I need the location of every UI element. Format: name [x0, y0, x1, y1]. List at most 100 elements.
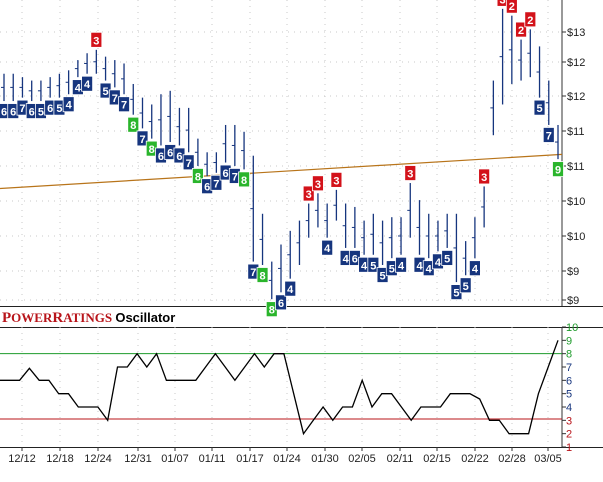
date-tick-label: 01/07: [161, 453, 189, 465]
rating-box: [505, 0, 518, 14]
power-ratings-logo: POWERRATINGS Oscillator: [2, 310, 176, 326]
rating-label: 4: [435, 257, 442, 269]
rating-box: [284, 280, 297, 297]
rating-box: [468, 260, 481, 277]
rating-label: 6: [204, 182, 210, 194]
rating-label: 3: [93, 35, 99, 47]
oscillator-tick-label: 2: [566, 429, 572, 441]
price-tick-label: $9: [567, 266, 579, 278]
rating-label: 6: [278, 298, 284, 310]
oscillator-tick-label: 7: [566, 362, 572, 374]
rating-label: 5: [453, 288, 459, 300]
rating-box: [81, 75, 93, 92]
price-tick-label: $11: [567, 161, 585, 173]
rating-label: 4: [426, 264, 433, 276]
rating-box: [395, 256, 407, 273]
rating-label: 5: [380, 271, 386, 283]
price-tick-label: $12: [567, 57, 585, 69]
rating-label: 7: [139, 134, 145, 146]
rating-box: [191, 168, 204, 184]
rating-box: [127, 116, 140, 133]
rating-box: [275, 294, 287, 311]
rating-box: [524, 11, 537, 28]
oscillator-line: [0, 340, 559, 436]
oscillator-tick-label: 1: [566, 442, 572, 454]
rating-label: 2: [509, 1, 515, 13]
rating-label: 4: [84, 79, 91, 91]
date-tick-label: 02/22: [461, 453, 489, 465]
rating-label: 5: [389, 264, 395, 276]
rating-label: 5: [463, 281, 469, 293]
rating-box: [256, 267, 269, 283]
rating-label: 4: [361, 260, 368, 272]
price-tick-label: $13: [567, 27, 585, 39]
oscillator-title: Oscillator: [115, 310, 176, 325]
date-tick-label: 01/30: [311, 453, 339, 465]
rating-label: 8: [130, 120, 136, 132]
rating-label: 4: [75, 83, 82, 95]
rating-label: 7: [186, 158, 192, 170]
rating-box: [552, 161, 564, 178]
oscillator-tick-label: 6: [566, 375, 572, 387]
rating-label: 4: [416, 260, 423, 272]
rating-box: [90, 31, 103, 48]
price-tick-label: $10: [567, 196, 585, 208]
rating-label: 3: [481, 172, 487, 184]
price-tick-label: $9: [567, 295, 579, 307]
price-tick-label: $12: [567, 91, 585, 103]
date-tick-label: 12/18: [46, 453, 74, 465]
rating-label: 8: [195, 171, 201, 183]
rating-box: [62, 96, 75, 113]
rating-box: [321, 239, 334, 256]
rating-label: 6: [176, 151, 182, 163]
rating-label: 9: [555, 165, 561, 177]
date-tick-label: 02/05: [348, 453, 376, 465]
rating-label: 6: [10, 107, 16, 119]
rating-label: 4: [324, 243, 331, 255]
rating-label: 3: [333, 175, 339, 187]
price-tick-label: $11: [567, 126, 585, 138]
rating-label: 5: [103, 86, 109, 98]
oscillator-tick-label: 3: [566, 415, 572, 427]
date-tick-label: 12/31: [124, 453, 152, 465]
rating-label: 4: [287, 284, 294, 296]
rating-label: 8: [241, 175, 247, 187]
rating-label: 4: [398, 260, 405, 272]
rating-label: 3: [306, 189, 312, 201]
rating-label: 8: [269, 305, 275, 317]
rating-label: 8: [259, 271, 265, 283]
rating-box: [136, 130, 149, 147]
rating-label: 6: [1, 107, 7, 119]
rating-label: 7: [250, 267, 256, 279]
date-tick-label: 02/28: [498, 453, 526, 465]
rating-box: [496, 0, 509, 7]
rating-label: 7: [19, 103, 25, 115]
rating-box: [478, 168, 491, 185]
rating-label: 4: [66, 100, 73, 112]
rating-label: 2: [527, 15, 533, 27]
oscillator-tick-label: 8: [566, 349, 572, 361]
rating-box: [367, 256, 380, 273]
rating-box: [404, 165, 417, 181]
rating-label: 5: [536, 103, 542, 115]
date-tick-label: 01/24: [273, 453, 301, 465]
oscillator-tick-label: 9: [566, 335, 572, 347]
oscillator-tick-label: 4: [566, 402, 572, 414]
rating-label: 5: [38, 107, 44, 119]
rating-label: 4: [343, 253, 350, 265]
rating-box: [533, 99, 546, 116]
rating-label: 6: [158, 151, 164, 163]
rating-label: 6: [223, 168, 229, 180]
rating-label: 5: [370, 260, 376, 272]
date-tick-label: 03/05: [534, 453, 562, 465]
rating-box: [182, 154, 195, 171]
rating-box: [238, 171, 250, 188]
rating-label: 4: [472, 264, 479, 276]
rating-label: 6: [47, 103, 53, 115]
rating-label: 5: [444, 253, 450, 265]
date-tick-label: 12/12: [8, 453, 36, 465]
rating-label: 7: [112, 93, 118, 105]
date-tick-label: 02/15: [423, 453, 451, 465]
date-tick-label: 12/24: [84, 453, 112, 465]
rating-box: [210, 174, 223, 191]
